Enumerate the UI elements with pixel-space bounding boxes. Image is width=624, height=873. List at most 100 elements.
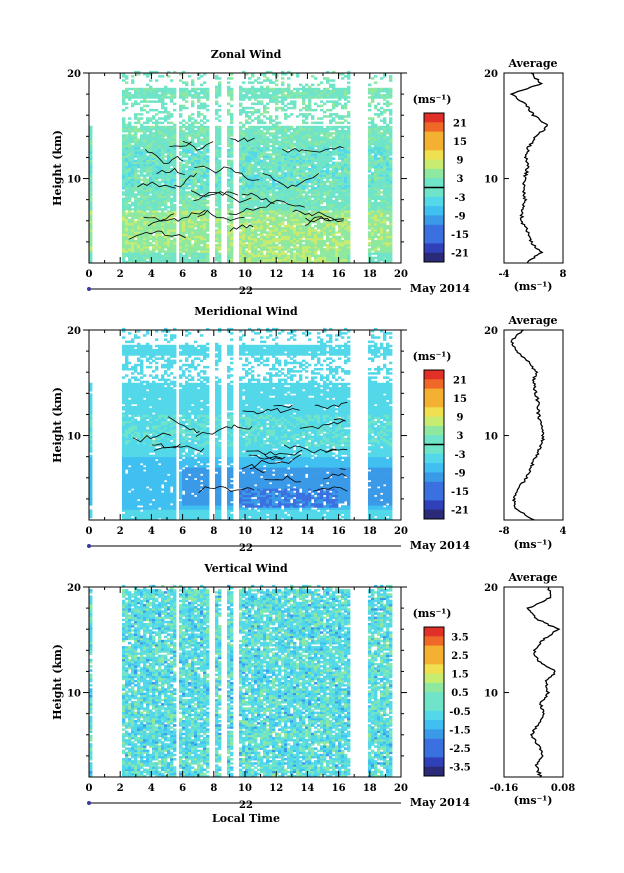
zonal-heatmap-cell: [149, 225, 153, 228]
zonal-heatmap-cell: [155, 203, 159, 207]
zonal-heatmap-cell: [188, 149, 192, 152]
zonal-heatmap-cell: [152, 187, 156, 190]
zonal-heatmap-cell: [128, 191, 132, 194]
zonal-heatmap-cell: [269, 79, 273, 82]
zonal-heatmap-cell: [191, 155, 195, 158]
zonal-heatmap-cell: [155, 260, 159, 264]
zonal-heatmap-cell: [143, 73, 147, 76]
zonal-heatmap-cell: [134, 231, 138, 234]
zonal-heatmap-cell: [251, 163, 255, 167]
zonal-heatmap-cell: [161, 163, 165, 167]
zonal-heatmap-cell: [170, 216, 174, 220]
zonal-heatmap-cell: [179, 142, 183, 146]
zonal-heatmap-cell: [89, 168, 93, 171]
zonal-heatmap-cell: [167, 206, 171, 209]
zonal-heatmap-cell: [164, 206, 168, 209]
zonal-heatmap-cell: [143, 180, 147, 184]
zonal-heatmap-cell: [182, 98, 186, 101]
zonal-heatmap-cell: [131, 231, 135, 234]
zonal-heatmap-cell: [317, 104, 321, 108]
zonal-heatmap-cell: [269, 140, 273, 144]
zonal-heatmap-cell: [290, 216, 294, 220]
zonal-heatmap-cell: [257, 168, 261, 171]
zonal-heatmap-cell: [314, 229, 318, 232]
zonal-heatmap-cell: [164, 96, 168, 99]
zonal-heatmap-cell: [191, 117, 195, 120]
zonal-heatmap-cell: [254, 125, 258, 129]
zonal-heatmap-cell: [122, 75, 126, 78]
zonal-heatmap-cell: [332, 254, 336, 258]
zonal-heatmap-cell: [140, 214, 144, 217]
zonal-heatmap-cell: [215, 75, 219, 78]
zonal-heatmap-cell: [191, 210, 195, 213]
zonal-heatmap-cell: [137, 193, 141, 196]
zonal-heatmap-cell: [335, 161, 339, 165]
zonal-heatmap-cell: [89, 146, 93, 150]
zonal-heatmap-cell: [122, 125, 126, 129]
zonal-heatmap-cell: [185, 218, 189, 222]
zonal-heatmap-cell: [179, 201, 183, 205]
zonal-heatmap-cell: [167, 197, 171, 201]
zonal-heatmap-cell: [245, 87, 249, 91]
zonal-heatmap-cell: [254, 197, 258, 201]
zonal-heatmap-cell: [146, 92, 150, 95]
zonal-heatmap-cell: [218, 178, 222, 182]
zonal-heatmap-cell: [164, 199, 168, 203]
zonal-heatmap-cell: [179, 182, 183, 186]
zonal-heatmap-cell: [134, 199, 138, 203]
zonal-heatmap-cell: [170, 140, 174, 144]
zonal-heatmap-cell: [137, 174, 141, 177]
zonal-heatmap-cell: [125, 214, 129, 217]
zonal-heatmap-cell: [293, 92, 297, 95]
zonal-heatmap-cell: [173, 210, 177, 213]
zonal-heatmap-cell: [179, 89, 183, 93]
zonal-heatmap-cell: [200, 102, 204, 106]
zonal-heatmap-cell: [164, 256, 168, 260]
zonal-heatmap-cell: [134, 121, 138, 125]
zonal-heatmap-cell: [245, 159, 249, 163]
zonal-heatmap-cell: [173, 180, 177, 184]
zonal-heatmap-cell: [338, 201, 342, 205]
zonal-heatmap-cell: [257, 121, 261, 125]
zonal-heatmap-cell: [185, 155, 189, 158]
zonal-heatmap-cell: [293, 87, 297, 91]
zonal-heatmap-cell: [167, 113, 171, 116]
zonal-heatmap-cell: [143, 241, 147, 245]
zonal-heatmap-cell: [158, 136, 162, 139]
zonal-heatmap-cell: [173, 233, 177, 236]
zonal-heatmap-cell: [179, 92, 183, 95]
zonal-heatmap-cell: [137, 212, 141, 215]
zonal-heatmap-cell: [203, 168, 207, 171]
zonal-heatmap-cell: [260, 81, 264, 84]
zonal-heatmap-cell: [227, 140, 231, 144]
zonal-heatmap-cell: [182, 212, 186, 215]
zonal-heatmap-cell: [122, 187, 126, 190]
zonal-heatmap-cell: [134, 155, 138, 158]
zonal-heatmap-cell: [161, 121, 165, 125]
zonal-heatmap-cell: [182, 193, 186, 196]
zonal-heatmap-cell: [122, 191, 126, 194]
zonal-heatmap-cell: [170, 132, 174, 135]
zonal-heatmap-cell: [149, 125, 153, 129]
zonal-heatmap-cell: [179, 241, 183, 245]
zonal-heatmap-cell: [248, 121, 252, 125]
zonal-heatmap-cell: [89, 172, 93, 175]
zonal-heatmap-cell: [194, 121, 198, 125]
zonal-heatmap-cell: [137, 149, 141, 152]
zonal-heatmap-cell: [179, 260, 183, 264]
zonal-heatmap-cell: [122, 127, 126, 131]
zonal-heatmap-cell: [314, 163, 318, 167]
zonal-heatmap-cell: [161, 216, 165, 220]
zonal-heatmap-cell: [197, 184, 201, 188]
zonal-heatmap-cell: [284, 197, 288, 201]
zonal-heatmap-cell: [161, 136, 165, 139]
zonal-heatmap-cell: [146, 83, 150, 87]
zonal-heatmap-cell: [164, 180, 168, 184]
zonal-heatmap-cell: [146, 203, 150, 207]
zonal-heatmap-cell: [152, 258, 156, 262]
zonal-heatmap-cell: [137, 153, 141, 156]
zonal-heatmap-cell: [335, 100, 339, 103]
zonal-heatmap-cell: [164, 237, 168, 241]
zonal-heatmap-cell: [131, 254, 135, 258]
zonal-heatmap-cell: [173, 218, 177, 222]
